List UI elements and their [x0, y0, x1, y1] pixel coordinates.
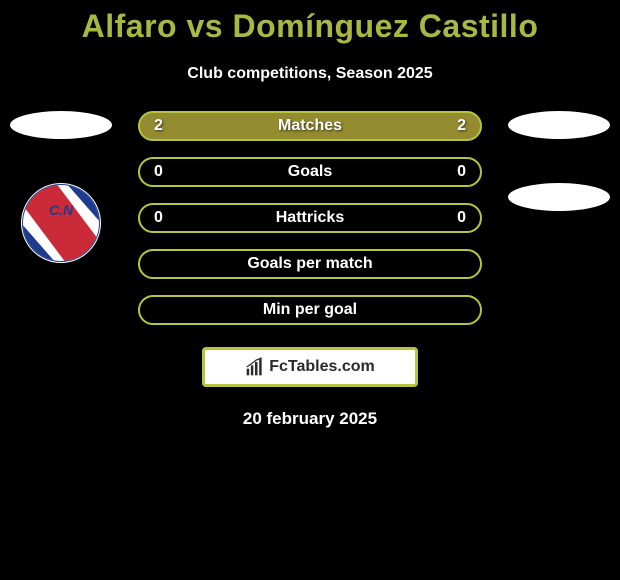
stat-label: Matches	[278, 117, 342, 135]
stat-label: Min per goal	[263, 301, 357, 319]
player-photo-left	[10, 111, 112, 139]
stat-label: Hattricks	[276, 209, 344, 227]
subtitle: Club competitions, Season 2025	[0, 65, 620, 83]
stat-label: Goals per match	[247, 255, 372, 273]
stat-value-left: 0	[154, 209, 163, 227]
stat-row: Min per goal	[138, 295, 482, 325]
club-logo-left: C.N	[21, 183, 101, 263]
date-text: 20 february 2025	[0, 409, 620, 429]
stat-row: Goals 0 0	[138, 157, 482, 187]
stat-row: Hattricks 0 0	[138, 203, 482, 233]
stat-value-right: 2	[457, 117, 466, 135]
player-photo-right-1	[508, 111, 610, 139]
page-title: Alfaro vs Domínguez Castillo	[0, 8, 620, 45]
stat-value-left: 2	[154, 117, 163, 135]
stat-label: Goals	[288, 163, 332, 181]
club-logo-text: C.N	[49, 202, 74, 218]
stats-area: C.N Matches 2 2 Goals 0 0 Hattricks 0 0 Goals per…	[0, 111, 620, 331]
stat-value-left: 0	[154, 163, 163, 181]
brand-box[interactable]: FcTables.com	[202, 347, 418, 387]
stat-value-right: 0	[457, 209, 466, 227]
brand-text: FcTables.com	[269, 358, 375, 376]
stat-value-right: 0	[457, 163, 466, 181]
stat-row: Goals per match	[138, 249, 482, 279]
player-photo-right-2	[508, 183, 610, 211]
left-logos: C.N	[6, 111, 116, 263]
right-logos	[504, 111, 614, 211]
stat-rows: Matches 2 2 Goals 0 0 Hattricks 0 0 Goals per mat…	[138, 111, 482, 325]
stat-row: Matches 2 2	[138, 111, 482, 141]
chart-icon	[245, 357, 265, 377]
